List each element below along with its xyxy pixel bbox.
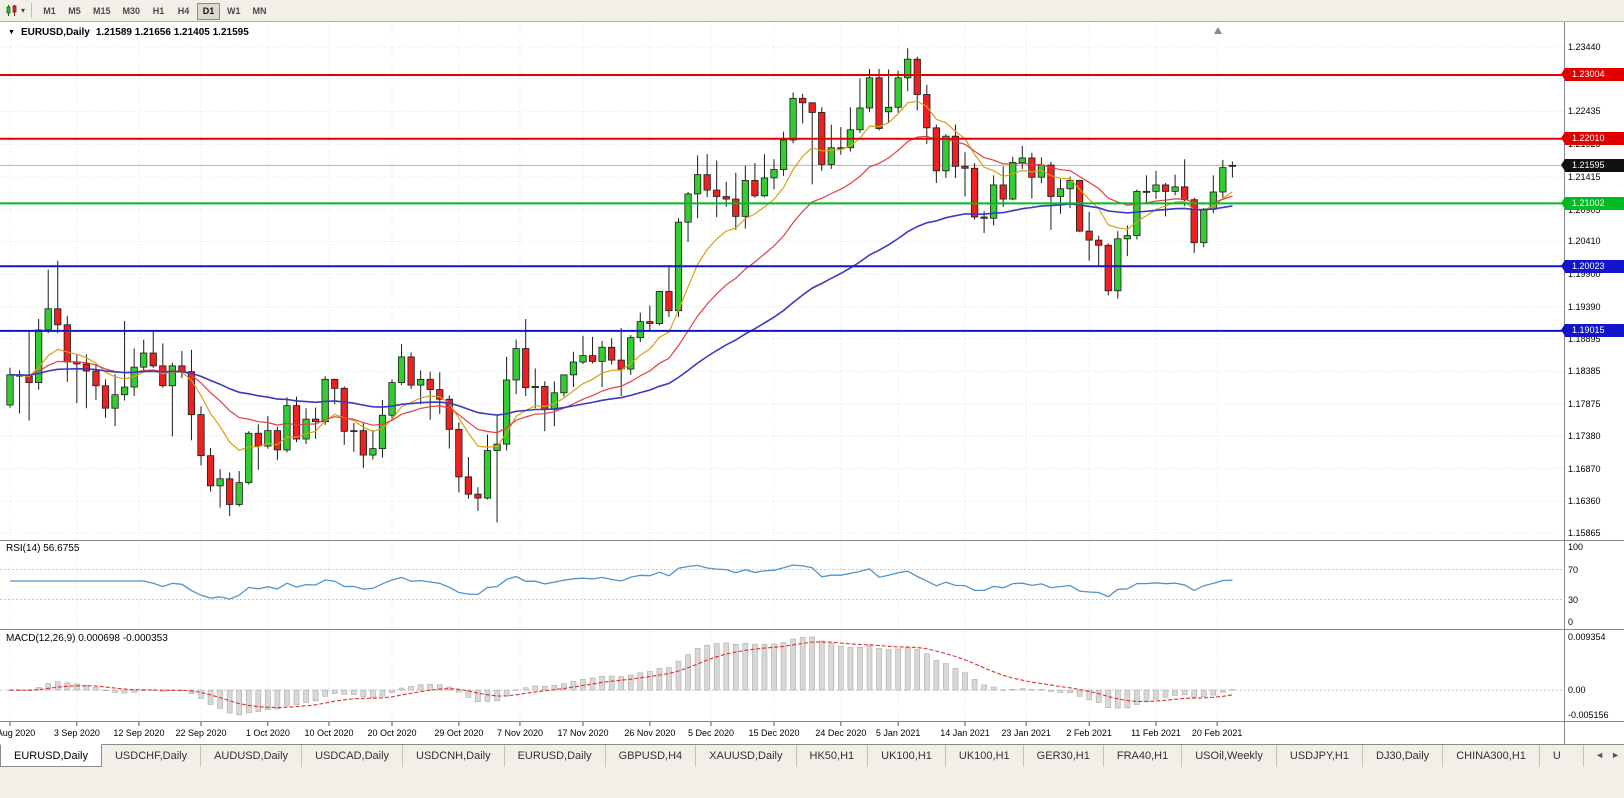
chart-tab-1[interactable]: USDCHF,Daily xyxy=(102,745,202,767)
tabs-scroll-right-icon[interactable]: ► xyxy=(1611,750,1620,760)
chart-type-icon[interactable] xyxy=(5,4,20,17)
chart-tab-11[interactable]: GER30,H1 xyxy=(1024,745,1104,767)
timeframe-buttons-group: M1 M5 M15 M30 H1 H4 D1 W1 MN xyxy=(37,1,273,20)
tab-scroll-arrows: ◄ ► xyxy=(1595,750,1620,760)
timeframe-button-h1[interactable]: H1 xyxy=(147,3,170,20)
timeframe-button-h4[interactable]: H4 xyxy=(172,3,195,20)
chart-tabs-row: EURUSD,Daily USDCHF,Daily AUDUSD,Daily USDC… xyxy=(0,744,1624,767)
chart-tab-3[interactable]: USDCAD,Daily xyxy=(302,745,404,767)
chart-type-dropdown-caret-icon[interactable]: ▾ xyxy=(21,6,26,15)
chart-tab-10[interactable]: UK100,H1 xyxy=(946,745,1024,767)
chart-tab-2[interactable]: AUDUSD,Daily xyxy=(201,745,303,767)
timeframe-button-d1[interactable]: D1 xyxy=(197,2,221,20)
chart-tab-14[interactable]: USDJPY,H1 xyxy=(1277,745,1363,767)
chart-tab-12[interactable]: FRA40,H1 xyxy=(1104,745,1183,767)
chart-tab-0[interactable]: EURUSD,Daily xyxy=(0,744,102,767)
rsi-indicator-label: RSI(14) 56.6755 xyxy=(6,543,80,554)
chart-tab-15[interactable]: DJ30,Daily xyxy=(1363,745,1444,767)
chart-shift-marker-icon[interactable] xyxy=(1214,27,1222,34)
timeframe-button-mn[interactable]: MN xyxy=(248,3,272,20)
chart-collapse-icon[interactable]: ▼ xyxy=(8,29,15,36)
timeframe-button-m15[interactable]: M15 xyxy=(88,3,116,20)
chart-tab-6[interactable]: GBPUSD,H4 xyxy=(606,745,697,767)
top-toolbar: ▾ M1 M5 M15 M30 H1 H4 D1 W1 MN xyxy=(0,0,1624,22)
chart-tab-17[interactable]: U xyxy=(1540,745,1584,767)
chart-tab-9[interactable]: UK100,H1 xyxy=(868,745,946,767)
chart-tab-4[interactable]: USDCNH,Daily xyxy=(403,745,505,767)
chart-tab-bar: EURUSD,Daily USDCHF,Daily AUDUSD,Daily USDC… xyxy=(0,744,1624,798)
chart-tab-7[interactable]: XAUUSD,Daily xyxy=(696,745,797,767)
chart-tab-13[interactable]: USOil,Weekly xyxy=(1182,745,1277,767)
chart-symbol-label: EURUSD,Daily xyxy=(20,27,90,38)
toolbar-separator xyxy=(31,3,33,18)
chart-region: 1.23440 1.22950 1.22435 1.21925 1.21415 1.209… xyxy=(0,22,1624,744)
timeframe-button-m1[interactable]: M1 xyxy=(38,3,61,20)
chart-ohlc-values: 1.21589 1.21656 1.21405 1.21595 xyxy=(95,27,249,38)
timeframe-button-w1[interactable]: W1 xyxy=(222,3,246,20)
timeframe-button-m5[interactable]: M5 xyxy=(63,3,86,20)
tabs-scroll-left-icon[interactable]: ◄ xyxy=(1595,750,1605,760)
macd-indicator-label: MACD(12,26,9) 0.000698 -0.000353 xyxy=(6,633,168,644)
chart-tab-5[interactable]: EURUSD,Daily xyxy=(505,745,606,767)
chart-title: ▼ EURUSD,Daily 1.21589 1.21656 1.21405 1… xyxy=(8,27,249,38)
chart-tab-16[interactable]: CHINA300,H1 xyxy=(1443,745,1540,767)
price-chart-canvas[interactable] xyxy=(0,22,1624,744)
timeframe-button-m30[interactable]: M30 xyxy=(118,3,146,20)
chart-tab-8[interactable]: HK50,H1 xyxy=(797,745,869,767)
